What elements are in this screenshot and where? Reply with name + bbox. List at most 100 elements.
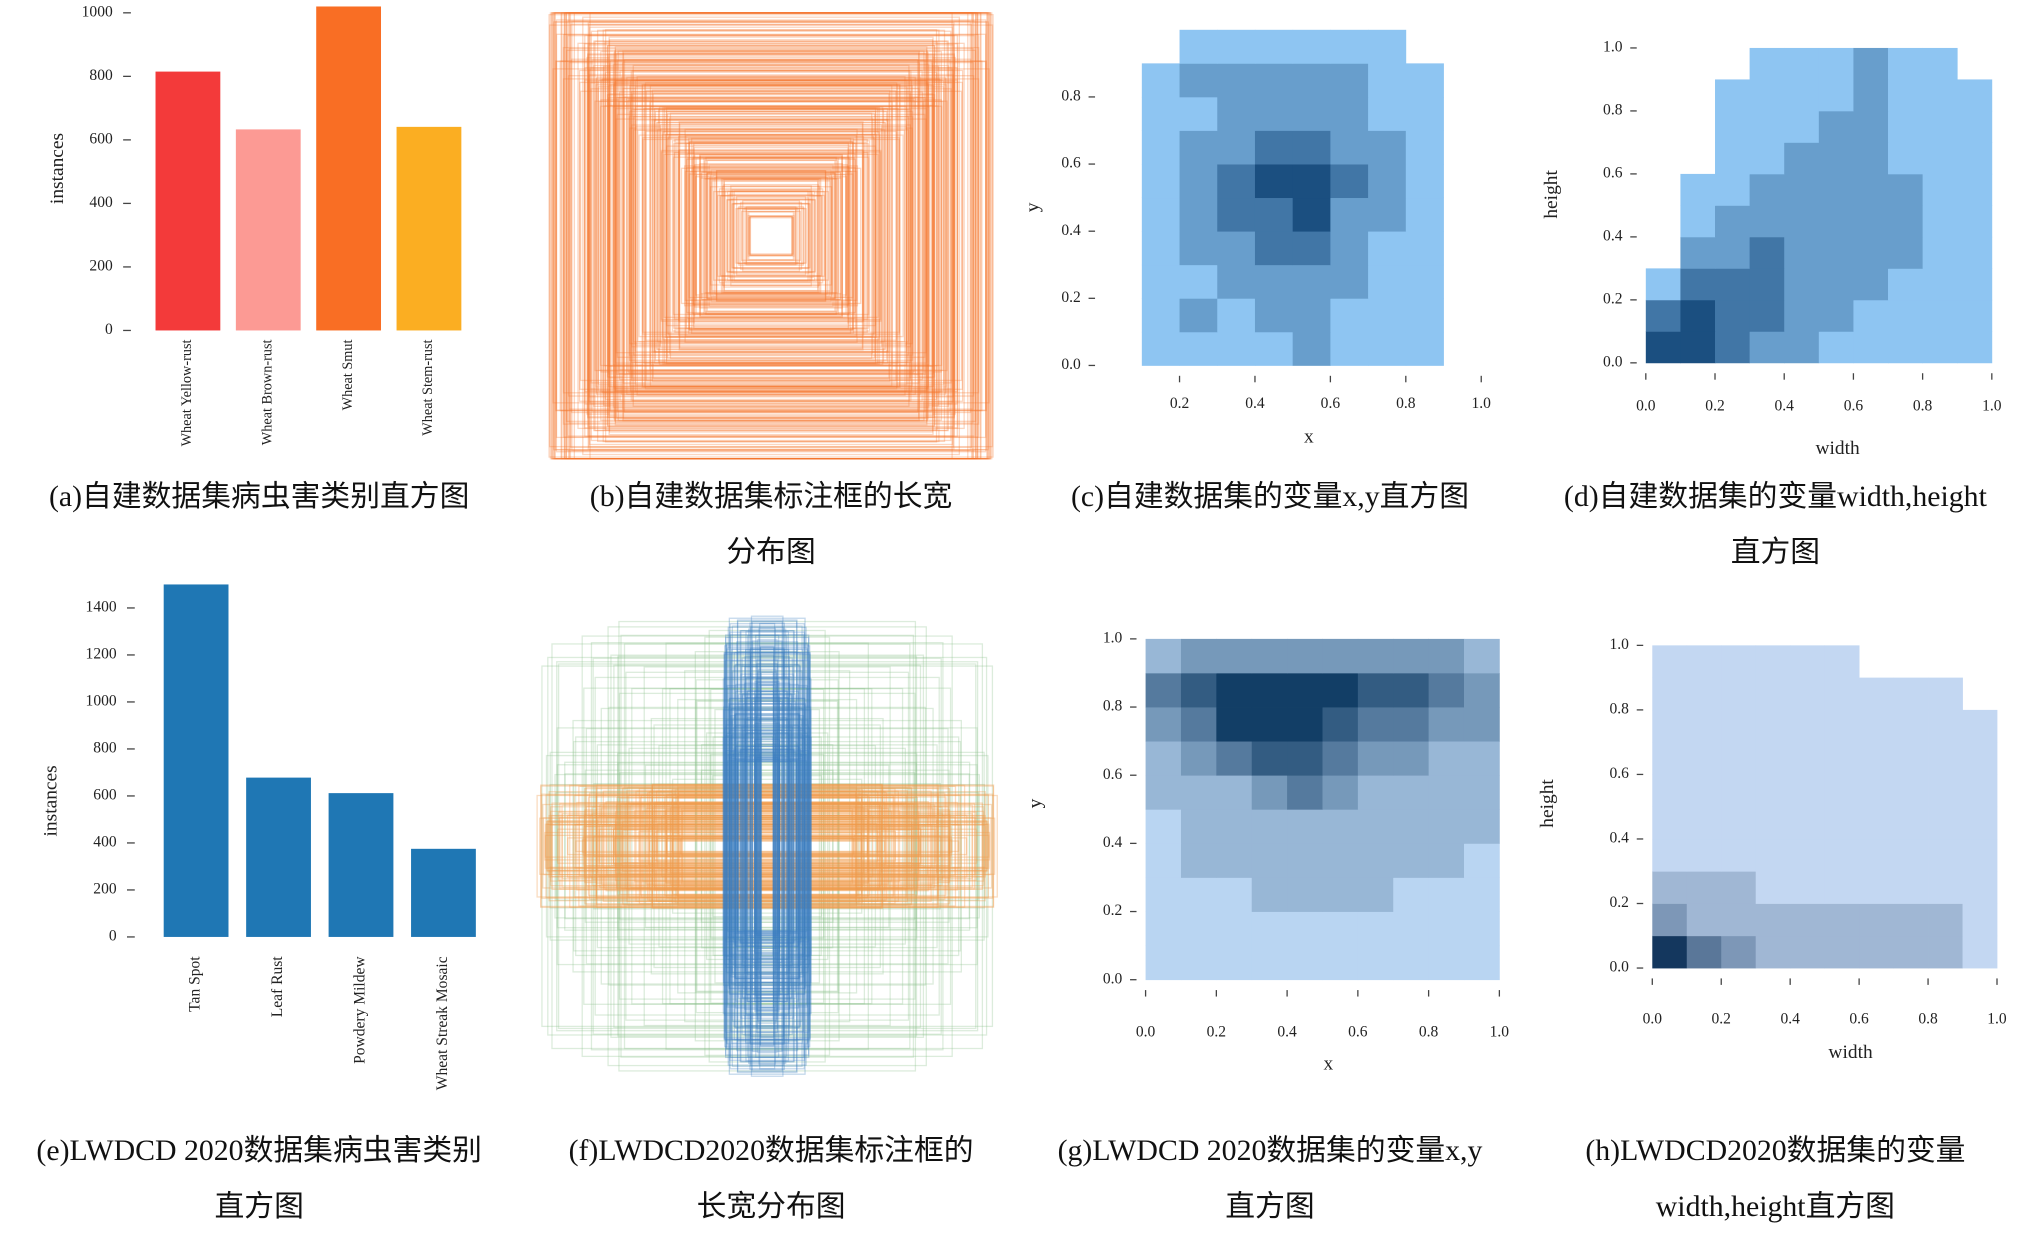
heat-cell <box>1721 838 1757 872</box>
heat-cell <box>1646 48 1681 80</box>
heat-cell <box>1287 911 1323 947</box>
box-outline <box>665 642 869 1050</box>
heat-cell <box>1322 945 1359 981</box>
heat-cell <box>1859 742 1894 775</box>
heat-cell <box>1790 871 1826 904</box>
box-outline <box>716 194 826 277</box>
box-outline <box>618 692 916 1000</box>
box-outline <box>738 700 797 992</box>
box-outline <box>735 195 807 276</box>
y-tick-label: 1000 <box>82 3 113 20</box>
heat-cell <box>1287 638 1323 674</box>
box-outline <box>727 686 808 1006</box>
heat-cell <box>1330 29 1369 64</box>
box-outline <box>759 646 775 1046</box>
box-outline <box>753 690 781 1002</box>
box-outline <box>568 61 974 410</box>
box-outline <box>664 133 878 339</box>
heat-cell <box>1254 298 1294 333</box>
heat-cell <box>1749 268 1785 301</box>
box-outline <box>735 208 807 264</box>
heat-cell <box>1859 645 1894 678</box>
heat-cell <box>1818 47 1854 80</box>
heat-cell <box>1180 741 1217 776</box>
heat-cell <box>1217 331 1256 366</box>
box-outline <box>753 738 781 954</box>
box-outline <box>604 41 938 431</box>
heat-cell <box>1463 707 1500 742</box>
box-outline <box>565 12 977 460</box>
box-outline <box>548 14 994 458</box>
heat-cell <box>1463 843 1500 878</box>
box-outline <box>662 131 880 341</box>
heat-cell <box>1824 871 1860 904</box>
box-outline <box>610 826 924 867</box>
box-outline <box>733 748 802 944</box>
x-tick-label: 0.0 <box>1636 397 1656 414</box>
box-outline <box>609 59 933 413</box>
box-outline <box>569 12 973 460</box>
heat-cell <box>1145 945 1182 981</box>
heat-cell <box>1444 30 1482 64</box>
y-axis-label: instances <box>47 133 68 204</box>
box-outline <box>746 635 788 1058</box>
bar <box>328 793 394 937</box>
heat-cell <box>1859 935 1894 969</box>
box-outline <box>728 703 806 989</box>
heat-cell <box>1145 707 1182 742</box>
box-outline <box>602 29 940 443</box>
heat-cell <box>1715 236 1751 269</box>
x-tick-label: Tan Spot <box>187 956 204 1012</box>
box-outline <box>552 12 990 460</box>
heat-cell <box>1393 741 1430 776</box>
heat-cell <box>1254 164 1294 199</box>
box-outline <box>668 117 874 355</box>
heat-cell <box>1680 299 1716 332</box>
box-outline <box>628 98 915 374</box>
box-outline <box>741 210 802 261</box>
box-outline <box>540 785 994 908</box>
heat-cell <box>1790 742 1826 775</box>
box-outline <box>542 803 993 889</box>
heat-cell <box>1962 838 1998 872</box>
box-outline <box>711 180 832 292</box>
heat-cell <box>1715 48 1750 80</box>
box-outline <box>666 835 868 858</box>
heat-cell <box>1646 111 1681 143</box>
y-axis-label: y <box>1025 798 1046 808</box>
box-outline <box>579 81 963 390</box>
box-outline <box>734 713 801 979</box>
caption: 直方图 <box>1225 1190 1314 1223</box>
box-outline <box>619 772 916 921</box>
box-outline <box>692 156 850 316</box>
box-outline <box>740 673 794 1019</box>
heat-cell <box>1790 806 1826 840</box>
box-outline <box>624 803 910 890</box>
box-outline <box>562 33 980 438</box>
heat-cell <box>1141 130 1180 165</box>
box-outline <box>726 199 816 273</box>
box-outline <box>745 732 789 961</box>
box-outline <box>607 53 935 419</box>
box-outline <box>564 761 971 931</box>
box-outline <box>757 668 777 1024</box>
y-tick-label: 0.0 <box>1603 353 1623 370</box>
heat-cell <box>1251 809 1288 844</box>
box-outline <box>593 782 942 910</box>
heat-cell <box>1790 709 1826 743</box>
heat-cell <box>1784 331 1820 364</box>
heat-cell <box>1749 236 1785 269</box>
box-outline <box>553 12 989 460</box>
box-outline <box>755 694 780 999</box>
box-outline <box>684 165 859 307</box>
box-outline <box>564 12 979 460</box>
heat-cell <box>1405 264 1444 299</box>
heat-cell <box>1922 47 1958 80</box>
heat-cell <box>1749 47 1785 80</box>
x-tick-label: 1.0 <box>1490 1023 1510 1040</box>
heat-cell <box>1368 231 1407 266</box>
heat-cell <box>1444 298 1482 332</box>
box-outline <box>685 158 857 314</box>
heat-cell <box>1254 264 1294 299</box>
box-outline <box>745 206 797 266</box>
